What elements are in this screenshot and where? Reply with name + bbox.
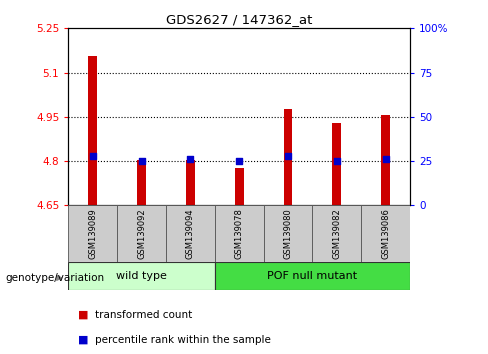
Text: GSM139078: GSM139078 bbox=[235, 208, 244, 259]
Text: GSM139092: GSM139092 bbox=[137, 208, 146, 259]
Title: GDS2627 / 147362_at: GDS2627 / 147362_at bbox=[166, 13, 312, 26]
Point bbox=[89, 153, 97, 159]
Text: POF null mutant: POF null mutant bbox=[267, 271, 357, 281]
Bar bbox=[137, 160, 146, 205]
Bar bbox=[166, 205, 215, 262]
Point bbox=[235, 158, 243, 164]
Bar bbox=[186, 160, 195, 205]
Text: GSM139086: GSM139086 bbox=[381, 208, 390, 259]
Bar bbox=[284, 109, 292, 205]
Text: percentile rank within the sample: percentile rank within the sample bbox=[95, 335, 271, 345]
Text: genotype/variation: genotype/variation bbox=[5, 273, 104, 283]
Text: GSM139080: GSM139080 bbox=[284, 208, 292, 259]
Text: GSM139082: GSM139082 bbox=[332, 208, 341, 259]
Bar bbox=[312, 205, 361, 262]
Bar bbox=[264, 205, 312, 262]
Point bbox=[284, 153, 292, 159]
Text: transformed count: transformed count bbox=[95, 310, 192, 320]
Point bbox=[382, 156, 389, 162]
Bar bbox=[361, 205, 410, 262]
Bar bbox=[117, 205, 166, 262]
Text: wild type: wild type bbox=[116, 271, 167, 281]
Point bbox=[186, 156, 194, 162]
Text: ■: ■ bbox=[78, 335, 89, 345]
Text: GSM139089: GSM139089 bbox=[88, 208, 97, 259]
Bar bbox=[68, 262, 215, 290]
Bar bbox=[215, 205, 264, 262]
Text: ■: ■ bbox=[78, 310, 89, 320]
Bar bbox=[68, 205, 117, 262]
Bar bbox=[88, 56, 97, 205]
Point bbox=[138, 158, 145, 164]
Bar bbox=[332, 123, 341, 205]
Bar bbox=[215, 262, 410, 290]
Point bbox=[333, 158, 341, 164]
Bar bbox=[235, 169, 244, 205]
Bar bbox=[381, 115, 390, 205]
Text: GSM139094: GSM139094 bbox=[186, 208, 195, 259]
